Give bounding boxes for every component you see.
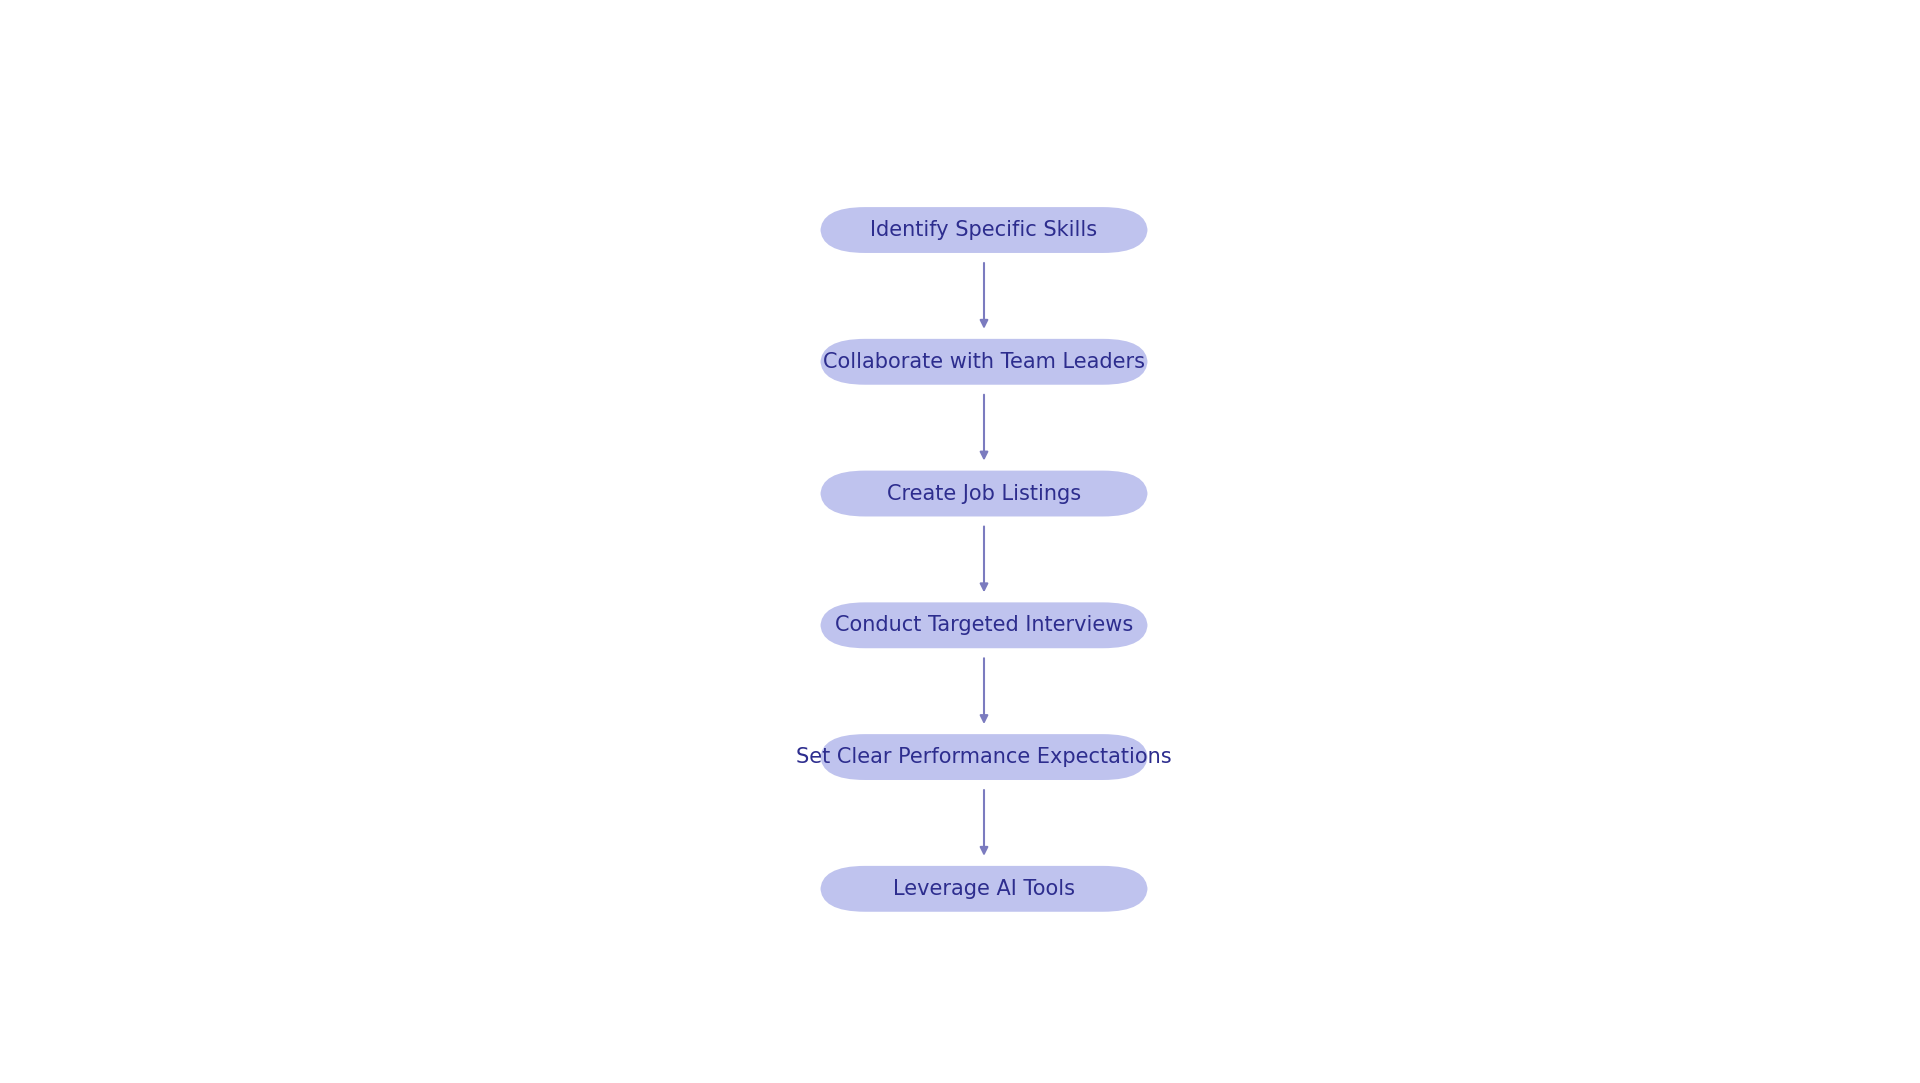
Text: Leverage AI Tools: Leverage AI Tools: [893, 878, 1075, 899]
FancyBboxPatch shape: [820, 339, 1148, 384]
Text: Identify Specific Skills: Identify Specific Skills: [870, 220, 1098, 240]
Text: Create Job Listings: Create Job Listings: [887, 483, 1081, 504]
FancyBboxPatch shape: [820, 207, 1148, 253]
FancyBboxPatch shape: [820, 734, 1148, 780]
Text: Conduct Targeted Interviews: Conduct Targeted Interviews: [835, 615, 1133, 636]
Text: Collaborate with Team Leaders: Collaborate with Team Leaders: [824, 352, 1144, 371]
FancyBboxPatch shape: [820, 602, 1148, 649]
FancyBboxPatch shape: [820, 471, 1148, 517]
Text: Set Clear Performance Expectations: Set Clear Performance Expectations: [797, 747, 1171, 767]
FancyBboxPatch shape: [820, 866, 1148, 912]
